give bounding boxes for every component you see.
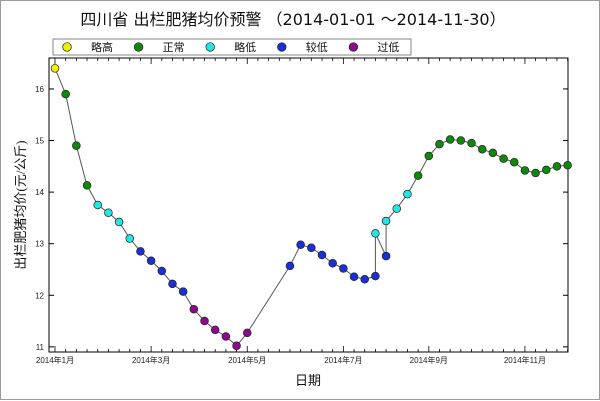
y-tick-label: 15	[35, 137, 44, 146]
data-point	[488, 148, 498, 158]
data-point	[371, 271, 380, 281]
y-tick-label: 16	[35, 85, 44, 94]
x-tick-label: 2014年5月	[228, 355, 266, 365]
legend-marker-lue_di	[205, 42, 215, 52]
data-point	[114, 217, 124, 227]
data-point	[232, 341, 241, 351]
legend-label-jiao_di: 较低	[306, 40, 328, 54]
chart-title: 四川省 出栏肥猪均价预警 （2014-01-01 ～2014-11-30）	[80, 10, 505, 29]
data-points	[50, 64, 572, 351]
y-axis-label: 出栏肥猪均价(元/公斤)	[13, 140, 28, 269]
x-tick-label: 2014年1月	[36, 355, 74, 365]
data-point	[242, 328, 252, 338]
legend-label-zheng_chang: 正常	[163, 41, 185, 54]
legend: 略高 正常 略低 较低 过低	[52, 38, 412, 56]
data-point	[435, 139, 444, 149]
legend-label-guo_di: 过低	[377, 41, 399, 54]
data-point	[200, 316, 209, 326]
data-point	[82, 181, 92, 190]
y-tick-label: 12	[35, 291, 44, 300]
legend-marker-jiao_di	[277, 42, 287, 52]
data-point	[509, 157, 519, 167]
data-point	[477, 145, 487, 154]
legend-marker-guo_di	[348, 42, 359, 52]
data-point	[72, 141, 81, 150]
data-point	[371, 229, 380, 238]
data-point	[339, 264, 348, 273]
data-point	[456, 136, 466, 145]
data-point	[93, 200, 102, 210]
data-point	[221, 332, 231, 341]
data-point	[445, 135, 455, 144]
data-point	[531, 168, 540, 178]
x-axis: 2014年1月 2014年3月 2014年5月 2014年7月 2014年9月 2014年…	[36, 58, 569, 365]
legend-marker-zheng_chang	[133, 42, 144, 52]
data-point	[146, 256, 156, 265]
data-point	[552, 162, 562, 171]
x-tick-label: 2014年3月	[132, 355, 170, 365]
data-point	[413, 171, 423, 180]
y-tick-label: 13	[35, 240, 44, 249]
data-point	[403, 189, 412, 199]
data-point	[381, 216, 391, 226]
data-point	[50, 64, 60, 73]
data-point	[317, 250, 327, 260]
data-point	[392, 204, 402, 213]
x-tick-label: 2014年9月	[410, 355, 448, 365]
data-point	[307, 243, 316, 253]
data-point	[136, 247, 145, 256]
legend-label-lue_di: 略低	[234, 40, 256, 54]
data-point	[328, 259, 337, 268]
data-point	[381, 251, 391, 261]
data-point	[467, 138, 476, 148]
data-point	[520, 166, 530, 175]
data-point	[360, 275, 369, 284]
data-point	[157, 266, 167, 276]
data-point	[178, 287, 188, 296]
data-point	[125, 234, 135, 243]
legend-label-lue_gao: 略高	[91, 40, 113, 54]
data-point	[542, 165, 551, 175]
x-tick-label: 2014年11月	[504, 355, 546, 365]
legend-box	[52, 38, 412, 56]
data-point	[210, 325, 220, 335]
data-point	[189, 304, 199, 314]
y-axis: 11 12 13 14 15 16	[35, 85, 568, 352]
data-point	[349, 272, 359, 281]
data-point	[104, 208, 113, 217]
data-point	[424, 151, 434, 161]
data-point	[61, 89, 70, 99]
data-point	[499, 154, 508, 163]
legend-marker-lue_gao	[62, 42, 72, 52]
plot-area	[48, 57, 569, 353]
y-tick-label: 14	[35, 188, 44, 197]
data-point	[285, 261, 295, 271]
x-tick-label: 2014年7月	[324, 355, 362, 365]
y-tick-label: 11	[36, 343, 45, 352]
data-point	[563, 161, 572, 170]
data-point	[168, 279, 177, 289]
data-point	[296, 240, 305, 249]
x-axis-label: 日期	[295, 373, 321, 388]
